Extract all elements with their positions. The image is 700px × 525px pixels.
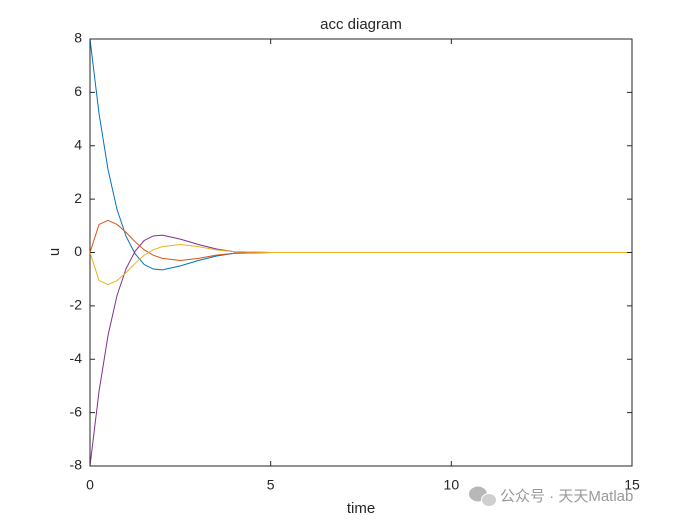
x-tick-label: 10	[444, 477, 460, 493]
x-tick-label: 15	[624, 477, 640, 493]
y-tick-label: 0	[74, 243, 82, 259]
watermark: 公众号 · 天天Matlab	[500, 488, 633, 505]
y-axis-label: u	[46, 248, 63, 256]
x-axis-label: time	[347, 500, 375, 517]
y-tick-label: 8	[74, 30, 82, 46]
chart-title: acc diagram	[320, 16, 402, 33]
y-tick-label: 4	[74, 136, 82, 152]
watermark-icon	[469, 486, 497, 507]
series-line	[89, 243, 632, 286]
y-tick-label: 2	[74, 190, 82, 206]
x-tick-label: 5	[267, 477, 275, 493]
x-tick-label: 0	[86, 477, 94, 493]
y-tick-label: -8	[70, 457, 83, 473]
y-tick-label: 6	[74, 83, 82, 99]
y-tick-label: -4	[70, 350, 83, 366]
y-tick-label: -6	[70, 403, 83, 419]
y-tick-label: -2	[70, 297, 83, 313]
